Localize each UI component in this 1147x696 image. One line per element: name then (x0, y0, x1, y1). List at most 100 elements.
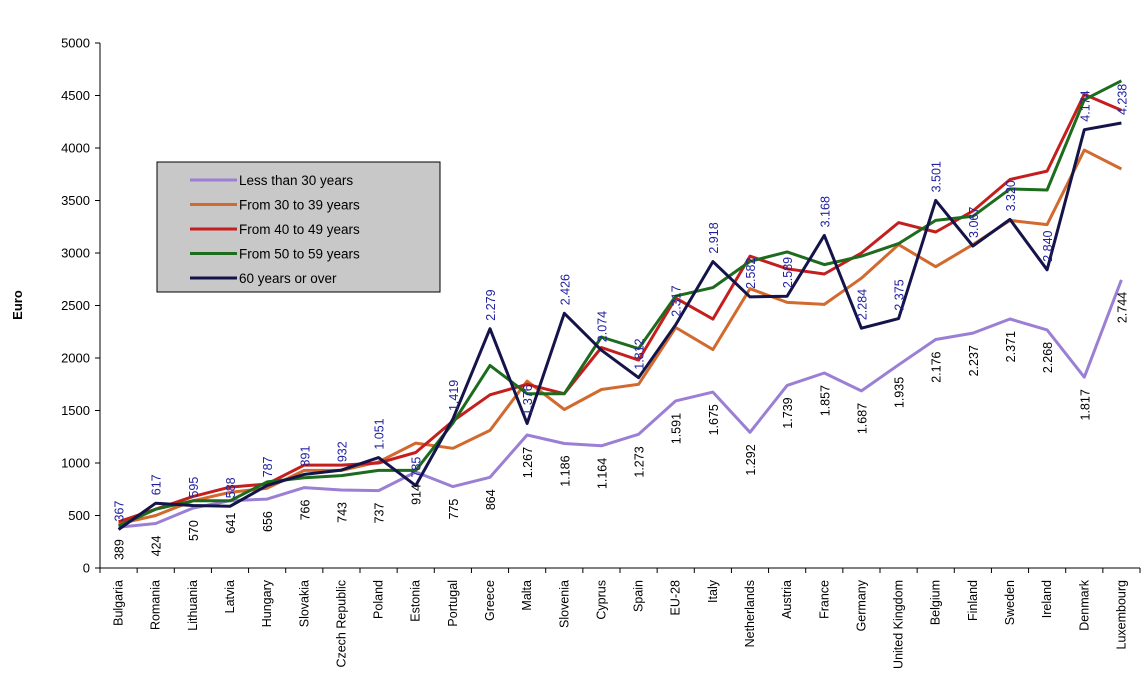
data-label: 2.237 (967, 345, 981, 376)
data-label: 2.284 (855, 289, 869, 320)
data-label: 2.176 (930, 351, 944, 382)
y-tick-label: 4000 (61, 141, 90, 156)
data-label: 737 (373, 503, 387, 524)
data-label: 588 (224, 477, 238, 498)
x-tick-label: Austria (780, 580, 794, 619)
y-tick-label: 1000 (61, 456, 90, 471)
y-tick-label: 0 (83, 561, 90, 576)
data-label: 2.375 (893, 279, 907, 310)
data-label: 641 (224, 513, 238, 534)
x-tick-label: Denmark (1077, 579, 1091, 630)
y-tick-label: 3000 (61, 246, 90, 261)
data-label: 2.074 (595, 311, 609, 342)
legend-entry: From 30 to 39 years (239, 198, 360, 213)
x-tick-label: Italy (706, 579, 720, 603)
series-line (117, 121, 1122, 531)
y-tick-label: 4500 (61, 88, 90, 103)
data-label: 2.279 (484, 289, 498, 320)
data-label: 775 (447, 499, 461, 520)
data-label: 891 (298, 446, 312, 467)
data-label: 2.589 (781, 257, 795, 288)
data-label: 424 (150, 535, 164, 556)
data-label: 389 (113, 539, 127, 560)
data-label: 2.317 (670, 285, 684, 316)
data-label: 656 (261, 511, 275, 532)
data-label: 3.168 (818, 196, 832, 227)
data-label: 1.051 (373, 418, 387, 449)
x-tick-label: Portugal (446, 580, 460, 627)
x-tick-label: Belgium (929, 580, 943, 625)
series-lines (117, 79, 1123, 531)
legend-entry: 60 years or over (239, 271, 337, 286)
data-label: 1.186 (558, 455, 572, 486)
x-tick-label: Czech Republic (334, 580, 348, 668)
x-tick-label: EU-28 (669, 580, 683, 615)
data-label: 4.238 (1115, 84, 1129, 115)
data-label: 2.744 (1115, 292, 1129, 323)
data-label: 2.918 (707, 222, 721, 253)
data-label: 1.675 (707, 404, 721, 435)
x-tick-label: Luxembourg (1114, 580, 1128, 650)
data-label: 787 (261, 456, 275, 477)
x-tick-label: Hungary (260, 579, 274, 627)
y-tick-label: 500 (68, 508, 90, 523)
legend-entry: From 50 to 59 years (239, 247, 360, 262)
x-tick-label: Estonia (409, 580, 423, 622)
data-label: 864 (484, 489, 498, 510)
x-tick-label: Cyprus (594, 580, 608, 620)
x-tick-label: Germany (854, 579, 868, 631)
x-tick-label: Romania (149, 580, 163, 630)
data-label: 4.174 (1078, 90, 1092, 121)
data-label: 1.857 (818, 385, 832, 416)
legend-entry: Less than 30 years (239, 173, 353, 188)
data-labels: 389 424 570 641 656 766 743 737 914 775 864 1.267 1.… (113, 84, 1130, 560)
data-label: 1.812 (633, 338, 647, 369)
data-label: 3.320 (1004, 180, 1018, 211)
data-label: 595 (187, 477, 201, 498)
data-label: 1.273 (633, 446, 647, 477)
y-tick-label: 2000 (61, 351, 90, 366)
x-tick-label: Greece (483, 580, 497, 621)
data-label: 2.426 (558, 274, 572, 305)
data-label: 1.419 (447, 380, 461, 411)
series-line (118, 279, 1123, 529)
data-label: 367 (113, 501, 127, 522)
data-label: 1.935 (893, 377, 907, 408)
data-label: 743 (335, 502, 349, 523)
x-tick-label: Slovenia (557, 580, 571, 628)
data-label: 914 (410, 484, 424, 505)
data-label: 2.582 (744, 258, 758, 289)
data-label: 1.292 (744, 444, 758, 475)
data-label: 1.267 (521, 447, 535, 478)
data-label: 1.376 (521, 384, 535, 415)
y-tick-label: 3500 (61, 193, 90, 208)
data-label: 1.591 (670, 413, 684, 444)
x-tick-label: Bulgaria (112, 580, 126, 626)
data-label: 2.371 (1004, 331, 1018, 362)
y-tick-label: 2500 (61, 298, 90, 313)
data-label: 1.817 (1078, 389, 1092, 420)
y-axis-label: Euro (10, 290, 25, 320)
x-tick-label: Ireland (1040, 580, 1054, 618)
legend: Less than 30 years From 30 to 39 years Fro… (156, 161, 441, 293)
data-label: 1.687 (855, 403, 869, 434)
x-tick-label: Poland (372, 580, 386, 619)
data-label: 1.164 (595, 458, 609, 489)
x-tick-label: Sweden (1003, 580, 1017, 625)
data-label: 785 (410, 457, 424, 478)
data-label: 3.067 (967, 207, 981, 238)
data-label: 617 (150, 474, 164, 495)
data-label: 2.840 (1041, 230, 1055, 261)
x-tick-label: Spain (632, 580, 646, 612)
data-label: 2.268 (1041, 342, 1055, 373)
x-tick-label: Finland (966, 580, 980, 621)
x-tick-label: United Kingdom (892, 580, 906, 669)
legend-box (156, 161, 441, 293)
y-tick-label: 5000 (61, 36, 90, 51)
x-tick-label: Latvia (223, 580, 237, 613)
axes: 0 500 1000 1500 2000 2500 3000 3500 4000 4500 5000… (61, 36, 1141, 669)
data-label: 3.501 (930, 161, 944, 192)
data-label: 1.739 (781, 397, 795, 428)
legend-entry: From 40 to 49 years (239, 222, 360, 237)
